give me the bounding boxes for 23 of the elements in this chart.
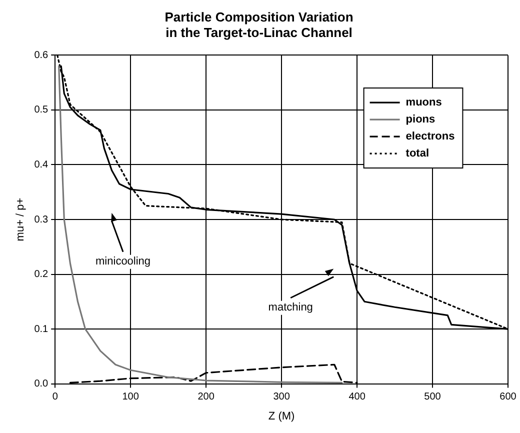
x-tick-label: 300	[273, 392, 290, 403]
y-tick-label: 0.0	[34, 378, 49, 390]
legend-label: muons	[406, 96, 442, 109]
x-axis-title: Z (M)	[268, 410, 295, 422]
annotation: matching	[268, 301, 313, 314]
x-tick-label: 0	[52, 392, 58, 403]
y-axis-title: mu+ / p+	[14, 198, 27, 242]
annotation: minicooling	[96, 255, 151, 268]
y-tick-label: 0.2	[34, 269, 49, 280]
chart-title: Particle Composition Variation in the Target-to-Linac Channel	[164, 9, 354, 40]
legend-label: electrons	[406, 130, 455, 143]
y-tick-label: 0.6	[34, 50, 49, 61]
y-tick-label: 0.1	[34, 324, 49, 335]
x-tick-label: 600	[500, 392, 517, 403]
legend-label: total	[406, 148, 430, 160]
y-tick-label: 0.3	[34, 214, 49, 226]
x-tick-label: 200	[198, 392, 215, 403]
x-tick-label: 100	[122, 392, 140, 403]
x-tick-label: 500	[424, 392, 442, 403]
x-tick-label: 400	[348, 392, 366, 403]
legend-label: pions	[406, 114, 436, 126]
y-tick-label: 0.4	[34, 159, 49, 170]
y-tick-label: 0.5	[34, 104, 49, 116]
